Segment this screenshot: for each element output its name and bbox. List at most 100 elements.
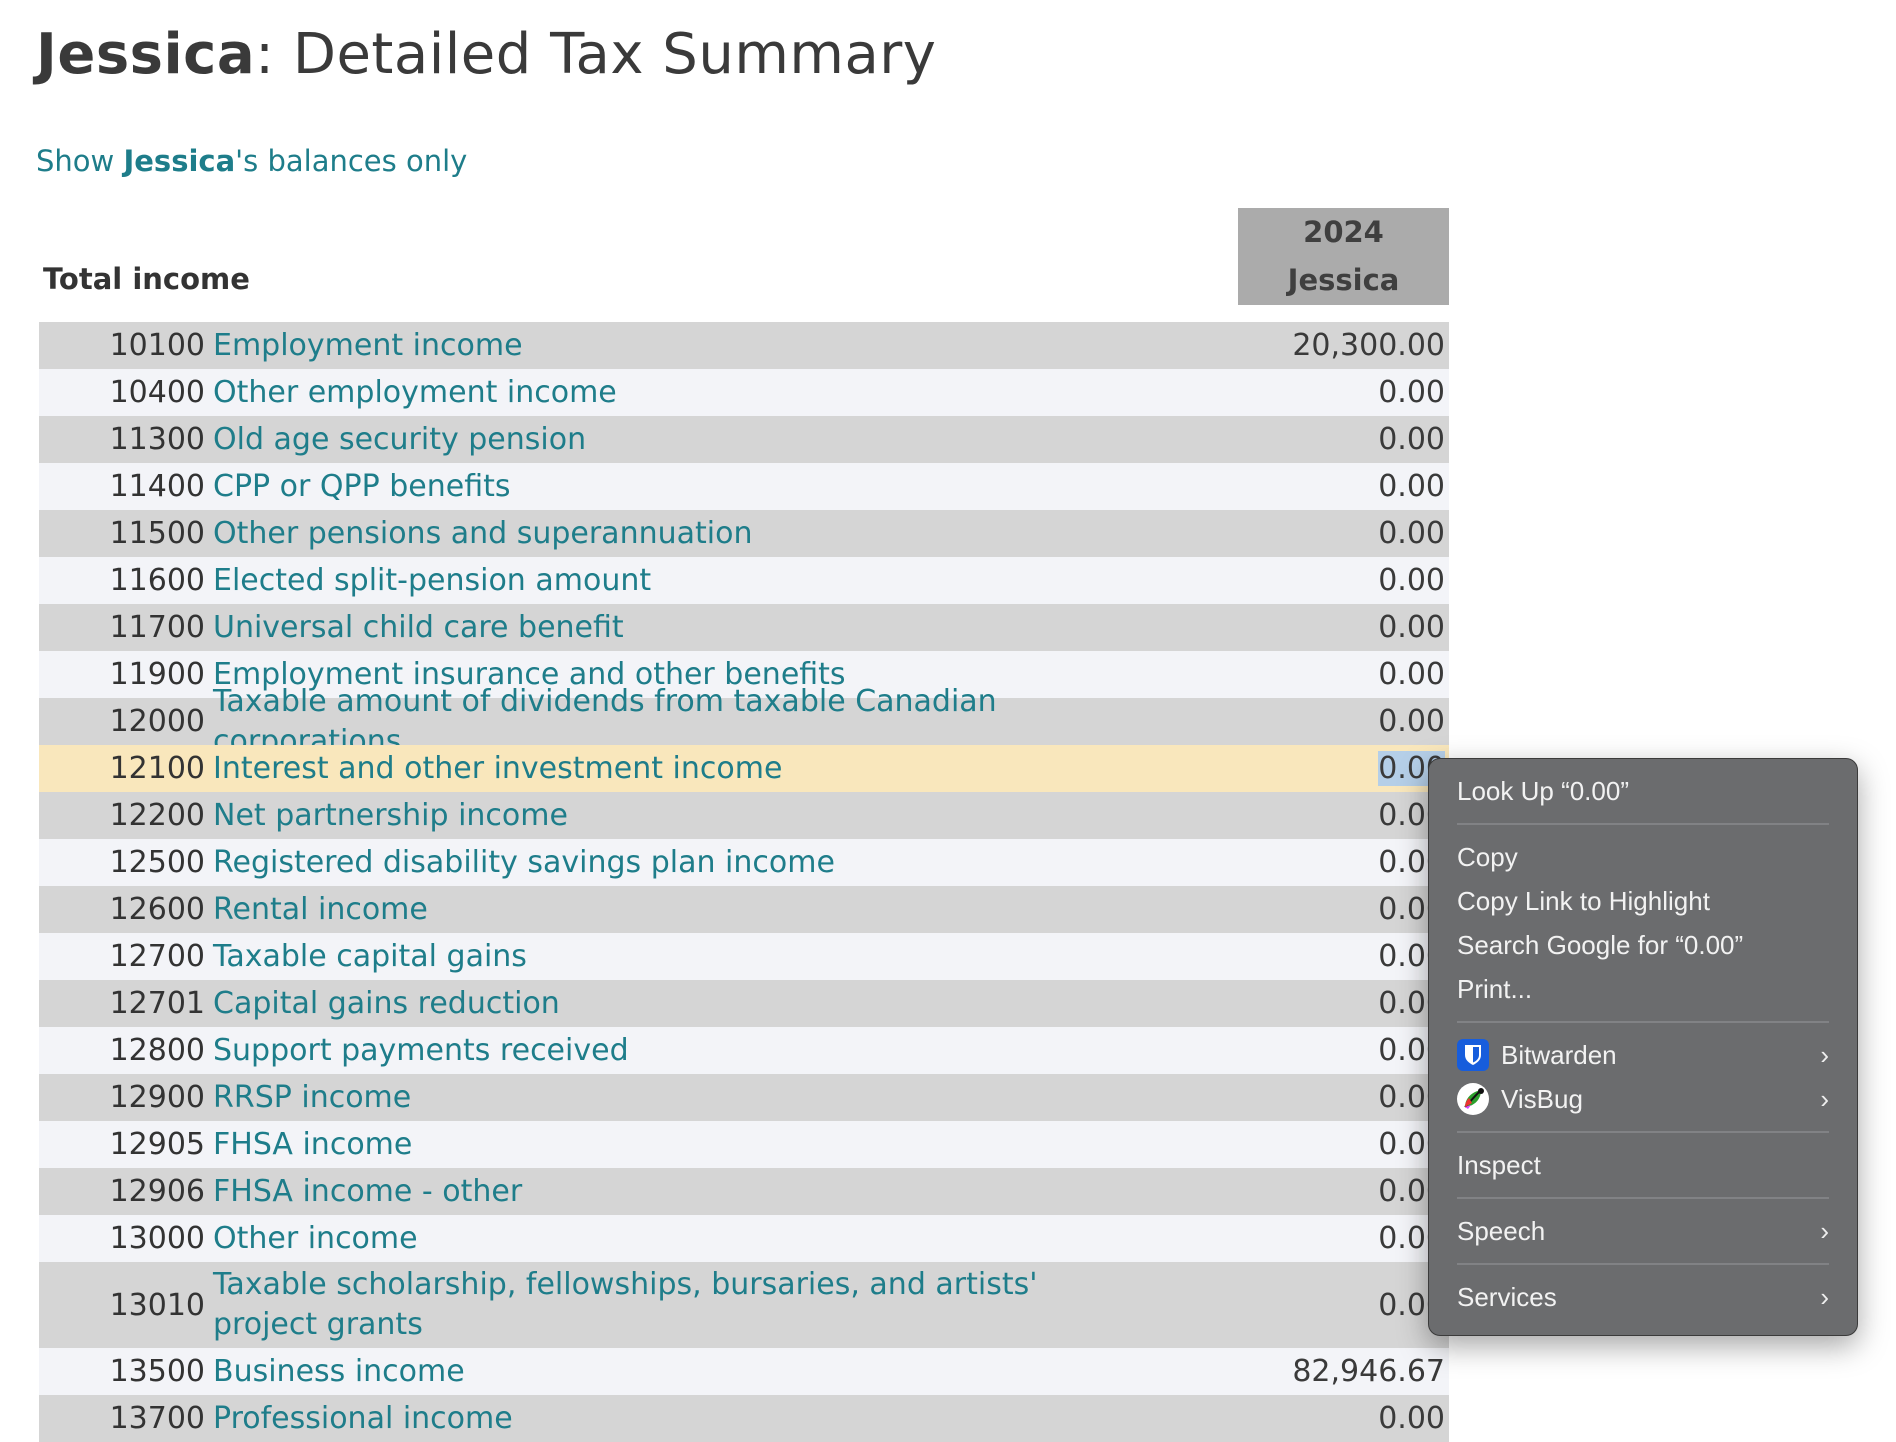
table-row: 13700 Professional income 0.00 [39,1395,1449,1442]
line-amount: 0.00 [1378,375,1445,410]
line-code: 11700 [109,610,205,645]
line-code: 11500 [109,516,205,551]
table-row: 12000 Taxable amount of dividends from ta… [39,684,1449,759]
line-code: 11900 [109,657,205,692]
line-code: 10100 [109,328,205,363]
menu-item-visbug[interactable]: VisBug › [1457,1079,1829,1119]
line-label-link[interactable]: Other employment income [213,374,617,410]
menu-item-look-up[interactable]: Look Up “0.00” [1457,771,1829,811]
line-label-link[interactable]: Old age security pension [213,421,587,457]
menu-separator [1457,1197,1829,1199]
section-title: Total income [43,262,250,296]
line-label-link[interactable]: Taxable scholarship, fellowships, bursar… [213,1267,1038,1342]
link-prefix: Show [36,144,124,178]
menu-item-search-google[interactable]: Search Google for “0.00” [1457,925,1829,965]
line-label-link[interactable]: Support payments received [213,1032,629,1068]
line-amount: 0.00 [1378,563,1445,598]
line-code: 11400 [109,469,205,504]
line-label-link[interactable]: Registered disability savings plan incom… [213,844,835,880]
line-code: 12200 [109,798,205,833]
line-amount: 0.00 [1378,469,1445,504]
line-amount: 0.00 [1378,1401,1445,1436]
page-title: Jessica: Detailed Tax Summary [36,22,936,87]
menu-item-speech[interactable]: Speech › [1457,1211,1829,1251]
table-row: 11900 Employment insurance and other bene… [39,651,1449,698]
line-label-link[interactable]: Elected split-pension amount [213,562,652,598]
table-row: 12800 Support payments received 0.00 [39,1027,1449,1074]
line-amount: 82,946.67 [1292,1354,1445,1389]
line-code: 12700 [109,939,205,974]
line-label-link[interactable]: CPP or QPP benefits [213,468,511,504]
menu-item-label: Look Up “0.00” [1457,775,1629,806]
menu-separator [1457,1131,1829,1133]
table-row: 10400 Other employment income 0.00 [39,369,1449,416]
title-text: : Detailed Tax Summary [255,22,937,87]
menu-item-bitwarden[interactable]: Bitwarden › [1457,1035,1829,1075]
link-suffix: 's balances only [235,144,468,178]
menu-item-copy-link-to-highlight[interactable]: Copy Link to Highlight [1457,881,1829,921]
line-amount: 0.00 [1378,610,1445,645]
menu-item-label: Speech [1457,1215,1546,1246]
line-label-link[interactable]: Taxable capital gains [213,938,527,974]
table-row: 12701 Capital gains reduction 0.00 [39,980,1449,1027]
menu-item-label: Copy Link to Highlight [1457,885,1710,916]
line-code: 13000 [109,1221,205,1256]
table-row: 12100 Interest and other investment incom… [39,745,1449,792]
line-label-link[interactable]: FHSA income [213,1126,413,1162]
line-code: 13500 [109,1354,205,1389]
line-amount: 0.00 [1378,422,1445,457]
column-header-year: 2024 [1303,215,1384,249]
line-code: 12905 [109,1127,205,1162]
line-label-link[interactable]: Net partnership income [213,797,568,833]
line-code: 12906 [109,1174,205,1209]
line-label-link[interactable]: Business income [213,1353,465,1389]
menu-item-print[interactable]: Print... [1457,969,1829,1009]
line-label-link[interactable]: Professional income [213,1400,513,1436]
line-code: 12701 [109,986,205,1021]
table-row: 12905 FHSA income 0.00 [39,1121,1449,1168]
line-label-link[interactable]: Employment income [213,327,523,363]
tax-summary-table: 10100 Employment income 20,300.00 10400 Othe… [39,322,1449,1442]
line-code: 12500 [109,845,205,880]
column-header-person: Jessica [1287,263,1400,297]
menu-item-label: Inspect [1457,1149,1541,1180]
menu-item-label: Services [1457,1281,1557,1312]
line-code: 10400 [109,375,205,410]
line-amount: 0.00 [1378,704,1445,739]
menu-item-inspect[interactable]: Inspect [1457,1145,1829,1185]
line-label-link[interactable]: Other income [213,1220,418,1256]
table-row: 12600 Rental income 0.00 [39,886,1449,933]
line-label-link[interactable]: Interest and other investment income [213,750,783,786]
menu-separator [1457,1263,1829,1265]
menu-separator [1457,1021,1829,1023]
table-row: 10100 Employment income 20,300.00 [39,322,1449,369]
menu-item-copy[interactable]: Copy [1457,837,1829,877]
chevron-right-icon: › [1820,1281,1829,1312]
line-label-link[interactable]: Taxable amount of dividends from taxable… [213,683,997,759]
table-row: 12900 RRSP income 0.00 [39,1074,1449,1121]
line-amount: 0.00 [1378,657,1445,692]
context-menu: Look Up “0.00” Copy Copy Link to Highlig… [1428,758,1858,1336]
table-row: 11500 Other pensions and superannuation 0.… [39,510,1449,557]
line-label-link[interactable]: Other pensions and superannuation [213,515,753,551]
line-label-link[interactable]: Rental income [213,891,428,927]
menu-item-label: Search Google for “0.00” [1457,929,1744,960]
table-row: 11400 CPP or QPP benefits 0.00 [39,463,1449,510]
menu-item-label: Copy [1457,841,1518,872]
menu-item-services[interactable]: Services › [1457,1277,1829,1317]
menu-item-label: Print... [1457,973,1533,1004]
chevron-right-icon: › [1820,1039,1829,1070]
line-code: 12900 [109,1080,205,1115]
line-label-link[interactable]: Universal child care benefit [213,609,624,645]
line-code: 13700 [109,1401,205,1436]
chevron-right-icon: › [1820,1083,1829,1114]
line-label-link[interactable]: FHSA income - other [213,1173,523,1209]
line-label-link[interactable]: Capital gains reduction [213,985,560,1021]
line-label-link[interactable]: Employment insurance and other benefits [213,656,846,692]
line-code: 13010 [109,1287,205,1323]
visbug-icon [1457,1083,1489,1115]
show-balances-only-link[interactable]: Show Jessica's balances only [36,144,467,178]
table-row: 12500 Registered disability savings plan … [39,839,1449,886]
line-label-link[interactable]: RRSP income [213,1079,412,1115]
line-code: 12000 [109,704,205,739]
